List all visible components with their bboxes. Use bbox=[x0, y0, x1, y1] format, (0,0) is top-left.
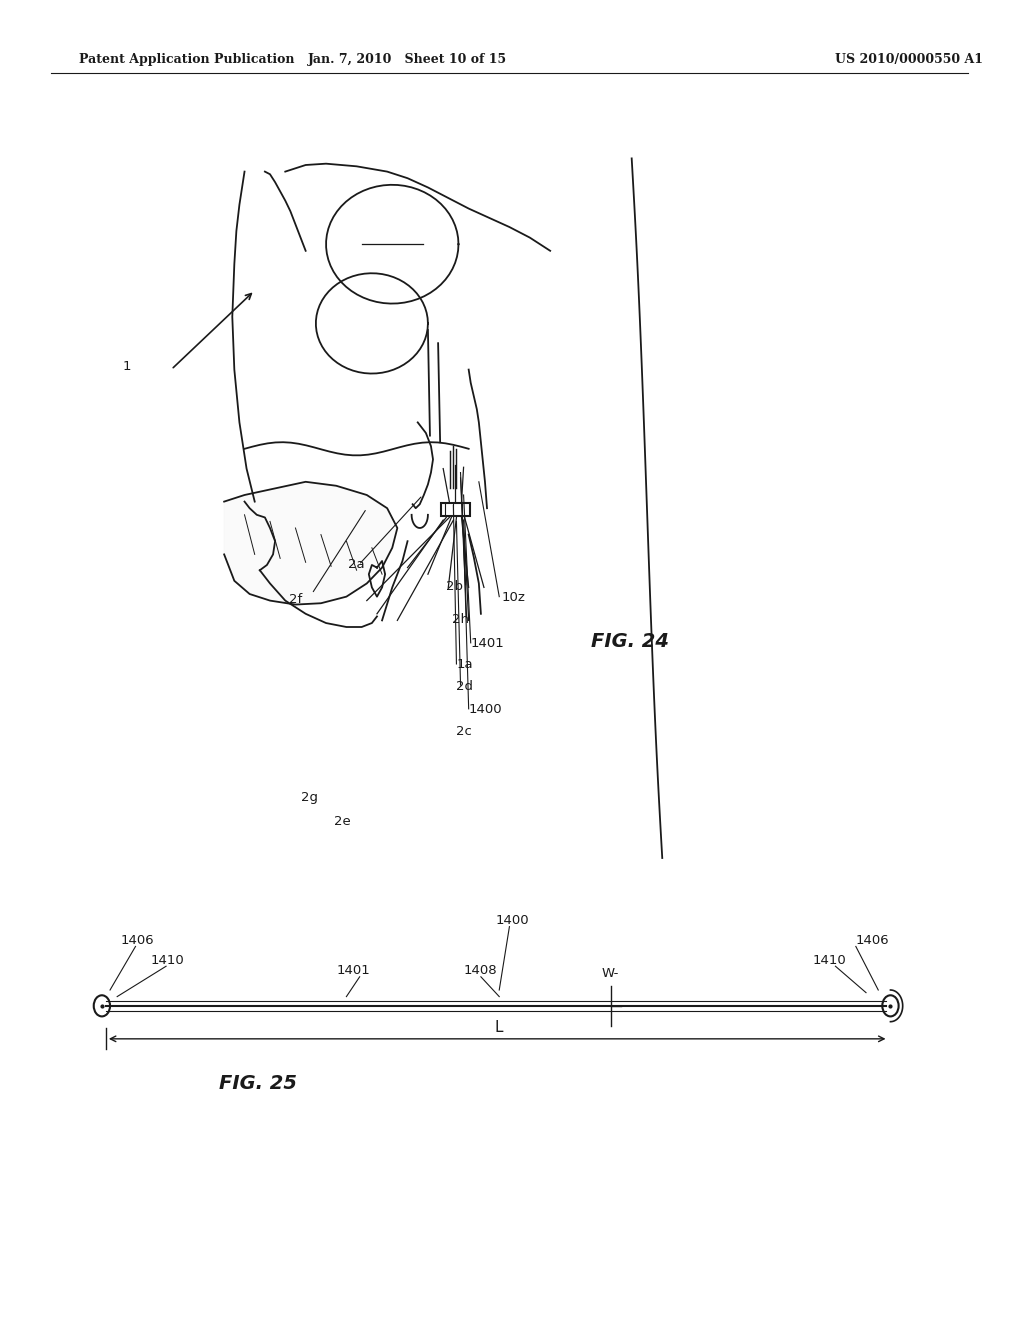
Text: 2g: 2g bbox=[301, 791, 317, 804]
Text: 1408: 1408 bbox=[464, 964, 498, 977]
Text: FIG. 24: FIG. 24 bbox=[591, 632, 669, 651]
Text: 2e: 2e bbox=[334, 814, 351, 828]
Text: 2b: 2b bbox=[446, 579, 463, 593]
Text: 1410: 1410 bbox=[151, 953, 184, 966]
Text: Jan. 7, 2010   Sheet 10 of 15: Jan. 7, 2010 Sheet 10 of 15 bbox=[308, 53, 507, 66]
Bar bbox=[441, 503, 470, 516]
Text: 1406: 1406 bbox=[856, 933, 890, 946]
Text: 2a: 2a bbox=[348, 557, 366, 570]
Polygon shape bbox=[224, 482, 397, 605]
Text: Patent Application Publication: Patent Application Publication bbox=[80, 53, 295, 66]
Text: 2d: 2d bbox=[457, 680, 473, 693]
Text: 1410: 1410 bbox=[813, 953, 847, 966]
Text: FIG. 25: FIG. 25 bbox=[219, 1074, 297, 1093]
Text: 10z: 10z bbox=[502, 590, 525, 603]
Text: 1: 1 bbox=[122, 359, 131, 372]
Text: 1406: 1406 bbox=[120, 933, 154, 946]
Text: 1a: 1a bbox=[457, 657, 473, 671]
Text: 1401: 1401 bbox=[471, 636, 505, 649]
Text: US 2010/0000550 A1: US 2010/0000550 A1 bbox=[836, 53, 983, 66]
Text: 2f: 2f bbox=[290, 593, 303, 606]
Text: 1400: 1400 bbox=[496, 913, 528, 927]
Text: 2h: 2h bbox=[453, 612, 469, 626]
Text: 1400: 1400 bbox=[469, 702, 503, 715]
Text: W-: W- bbox=[601, 966, 618, 979]
Text: L: L bbox=[495, 1020, 504, 1035]
Text: 2c: 2c bbox=[457, 725, 472, 738]
Text: 1401: 1401 bbox=[336, 964, 370, 977]
